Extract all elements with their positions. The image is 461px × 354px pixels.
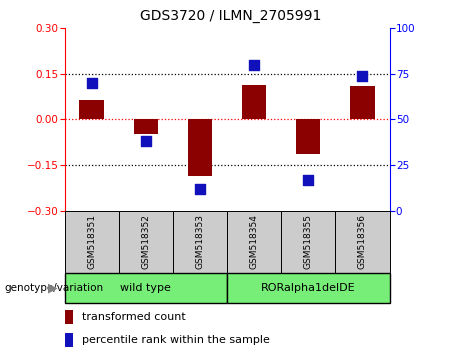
Point bbox=[88, 80, 95, 86]
Text: genotype/variation: genotype/variation bbox=[5, 282, 104, 293]
Text: percentile rank within the sample: percentile rank within the sample bbox=[83, 335, 270, 345]
Point bbox=[196, 186, 204, 192]
Text: transformed count: transformed count bbox=[83, 312, 186, 322]
Text: GSM518356: GSM518356 bbox=[358, 214, 367, 269]
Text: GSM518351: GSM518351 bbox=[87, 214, 96, 269]
Text: GDS3720 / ILMN_2705991: GDS3720 / ILMN_2705991 bbox=[140, 9, 321, 23]
Bar bbox=[134, 120, 158, 134]
Bar bbox=[65, 273, 227, 303]
Bar bbox=[296, 120, 320, 154]
Text: GSM518354: GSM518354 bbox=[249, 214, 259, 269]
Bar bbox=[242, 85, 266, 120]
Bar bbox=[350, 86, 375, 120]
Point bbox=[142, 138, 149, 144]
Point bbox=[305, 177, 312, 182]
Bar bbox=[227, 273, 390, 303]
Bar bbox=[65, 310, 73, 324]
Bar bbox=[173, 211, 227, 273]
Bar bbox=[227, 211, 281, 273]
Bar bbox=[79, 100, 104, 120]
Bar bbox=[65, 211, 118, 273]
Text: GSM518355: GSM518355 bbox=[304, 214, 313, 269]
Bar bbox=[335, 211, 390, 273]
Bar bbox=[65, 333, 73, 347]
Bar bbox=[188, 120, 212, 176]
Text: RORalpha1delDE: RORalpha1delDE bbox=[261, 282, 355, 293]
Text: GSM518353: GSM518353 bbox=[195, 214, 205, 269]
Point bbox=[250, 62, 258, 68]
Text: ▶: ▶ bbox=[48, 281, 58, 294]
Bar bbox=[118, 211, 173, 273]
Bar bbox=[281, 211, 335, 273]
Point bbox=[359, 73, 366, 79]
Text: wild type: wild type bbox=[120, 282, 171, 293]
Text: GSM518352: GSM518352 bbox=[141, 214, 150, 269]
